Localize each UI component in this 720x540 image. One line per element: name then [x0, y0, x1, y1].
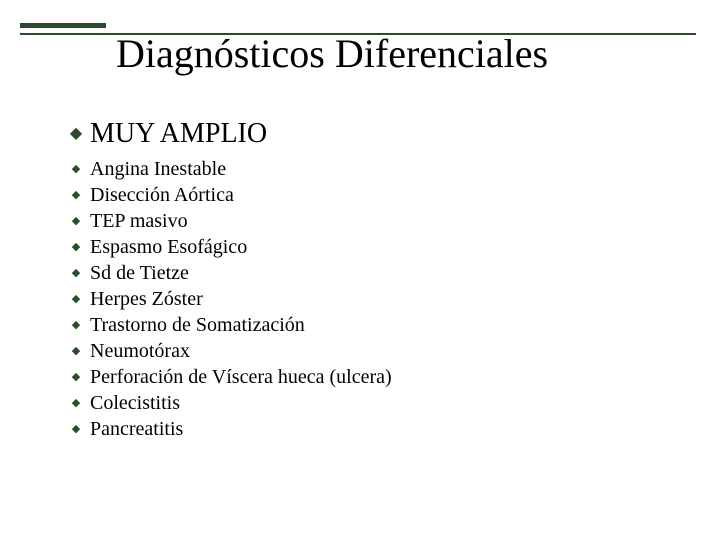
diamond-bullet-icon: ◆ [62, 242, 90, 253]
list-item: ◆Herpes Zóster [62, 288, 392, 311]
list-item-label: Perforación de Víscera hueca (ulcera) [90, 366, 392, 389]
diamond-bullet-icon: ◆ [62, 294, 90, 305]
diamond-bullet-icon: ◆ [62, 190, 90, 201]
title-rule-thick [20, 23, 106, 28]
diamond-bullet-icon: ◆ [62, 126, 90, 142]
list-item-label: Angina Inestable [90, 158, 226, 181]
list-item: ◆Perforación de Víscera hueca (ulcera) [62, 366, 392, 389]
main-bullet-row: ◆ MUY AMPLIO [62, 118, 392, 150]
diamond-bullet-icon: ◆ [62, 268, 90, 279]
diamond-bullet-icon: ◆ [62, 372, 90, 383]
diamond-bullet-icon: ◆ [62, 320, 90, 331]
list-item-label: TEP masivo [90, 210, 188, 233]
list-item-label: Herpes Zóster [90, 288, 203, 311]
list-item-label: Espasmo Esofágico [90, 236, 247, 259]
slide-title: Diagnósticos Diferenciales [116, 30, 548, 77]
list-item: ◆TEP masivo [62, 210, 392, 233]
list-item-label: Colecistitis [90, 392, 180, 415]
list-item-label: Trastorno de Somatización [90, 314, 305, 337]
sub-list: ◆Angina Inestable◆Disección Aórtica◆TEP … [62, 158, 392, 441]
diamond-bullet-icon: ◆ [62, 398, 90, 409]
list-item-label: Neumotórax [90, 340, 190, 363]
main-label: MUY AMPLIO [90, 118, 267, 150]
list-item: ◆Colecistitis [62, 392, 392, 415]
list-item: ◆Angina Inestable [62, 158, 392, 181]
list-item-label: Pancreatitis [90, 418, 183, 441]
list-item-label: Sd de Tietze [90, 262, 189, 285]
list-item: ◆Espasmo Esofágico [62, 236, 392, 259]
list-item: ◆Neumotórax [62, 340, 392, 363]
diamond-bullet-icon: ◆ [62, 346, 90, 357]
list-item-label: Disección Aórtica [90, 184, 234, 207]
list-item: ◆Sd de Tietze [62, 262, 392, 285]
slide: Diagnósticos Diferenciales ◆ MUY AMPLIO … [0, 0, 720, 540]
diamond-bullet-icon: ◆ [62, 216, 90, 227]
diamond-bullet-icon: ◆ [62, 164, 90, 175]
diamond-bullet-icon: ◆ [62, 424, 90, 435]
list-item: ◆Disección Aórtica [62, 184, 392, 207]
list-item: ◆Pancreatitis [62, 418, 392, 441]
list-item: ◆Trastorno de Somatización [62, 314, 392, 337]
content-area: ◆ MUY AMPLIO ◆Angina Inestable◆Disección… [62, 118, 392, 444]
